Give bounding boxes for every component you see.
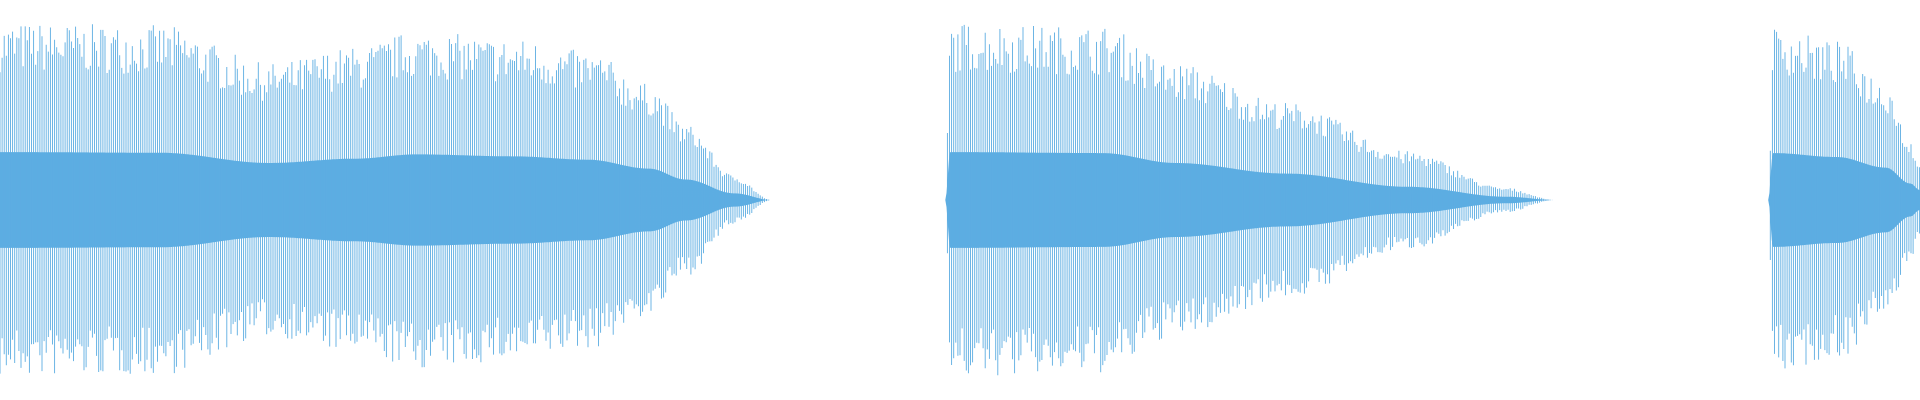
waveform-spikes xyxy=(0,24,770,374)
waveform-spikes xyxy=(1769,29,1920,369)
waveform-spikes xyxy=(946,24,1553,376)
